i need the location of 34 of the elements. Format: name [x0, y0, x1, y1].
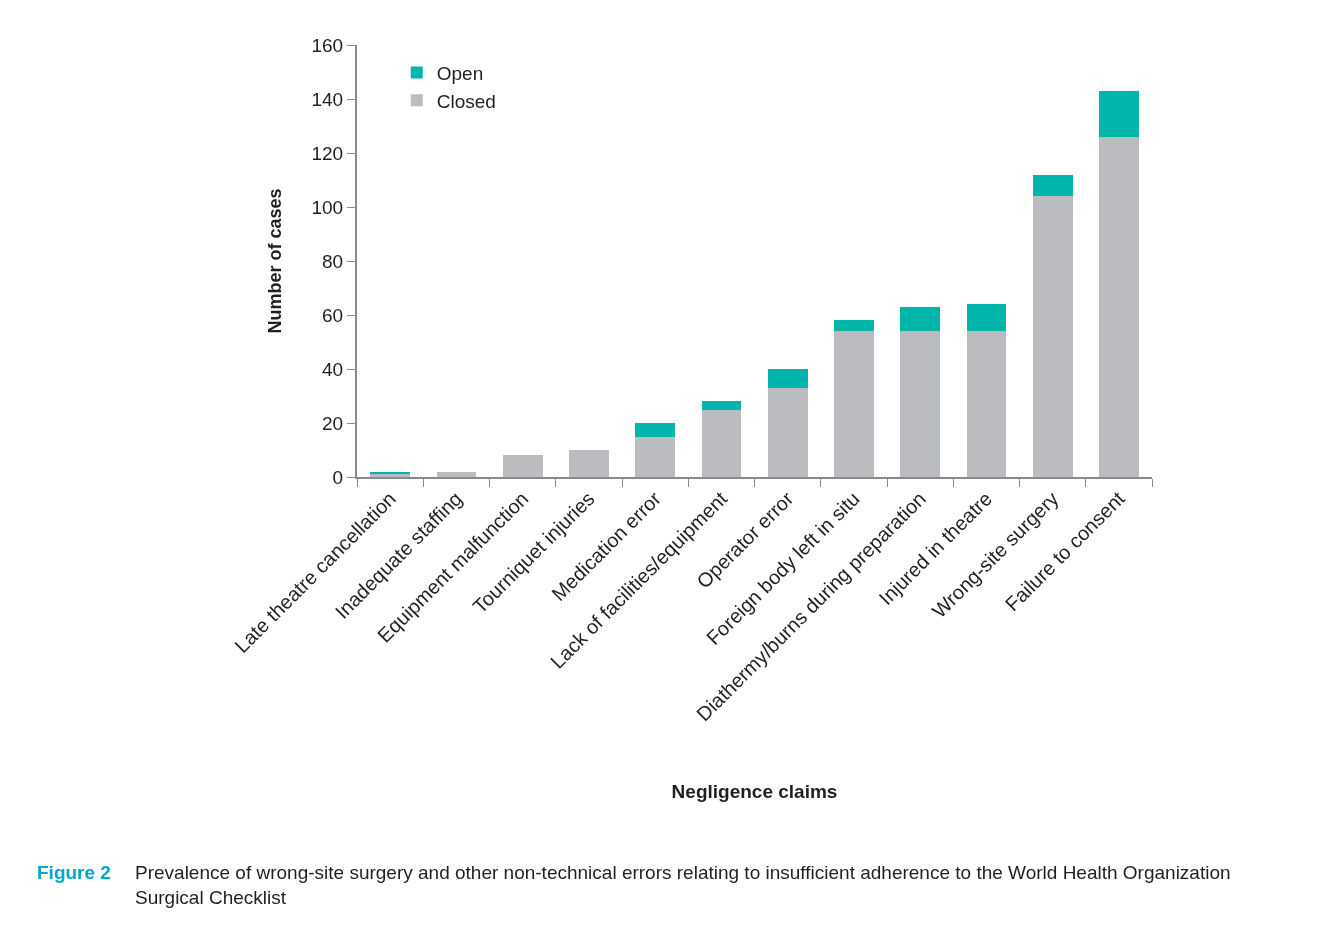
bar: [834, 331, 874, 477]
x-axis-title: Negligence claims: [671, 780, 838, 802]
y-tick-label: 60: [322, 304, 344, 326]
bar: [834, 320, 874, 332]
bar: [1032, 196, 1073, 477]
bar: [900, 306, 940, 332]
y-tick-label: 140: [311, 88, 344, 110]
y-tick-label: 120: [311, 142, 344, 164]
y-tick-label: 0: [332, 466, 344, 488]
bar: [701, 409, 742, 477]
legend-label: Closed: [436, 90, 496, 112]
bar: [767, 387, 808, 477]
y-tick-label: 160: [311, 34, 344, 56]
legend-label: Open: [436, 62, 484, 84]
y-tick-label: 80: [322, 250, 344, 272]
bar: [635, 423, 675, 437]
bar: [900, 331, 940, 477]
bar: [767, 369, 808, 388]
bar: [1099, 136, 1139, 477]
bar: [436, 471, 477, 477]
caption: Figure 2: [37, 862, 111, 883]
bar: [1032, 174, 1073, 197]
bar: [701, 401, 742, 410]
bar: [569, 450, 609, 477]
bar: [966, 304, 1007, 332]
y-tick-label: 100: [311, 196, 344, 218]
y-tick-label: 20: [322, 412, 344, 434]
text: Prevalence of wrong-site surgery and other non-technical errors relating to insufficient adherence to the World Health Organization Surgical Checklist: [135, 862, 1231, 908]
bar: [502, 455, 543, 477]
y-tick-label: 40: [322, 358, 344, 380]
bar: [1099, 90, 1139, 137]
bar: [635, 436, 675, 477]
y-axis-title: Number of cases: [265, 188, 286, 334]
bar: [966, 331, 1007, 477]
